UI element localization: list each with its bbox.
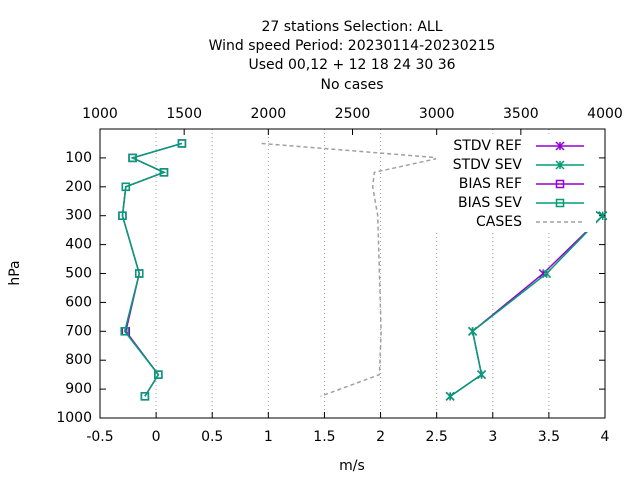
y-axis-label: hPa (7, 260, 23, 285)
y-tick-label: 800 (65, 352, 92, 368)
y-tick-label: 900 (65, 381, 92, 397)
x2-tick-label: 1500 (166, 106, 202, 122)
data-point (140, 392, 150, 401)
data-point (128, 153, 137, 163)
series-line (261, 142, 441, 398)
legend-bg (436, 213, 596, 232)
legend-marker (555, 141, 565, 151)
data-point (177, 139, 187, 148)
x-tick-label: 0.5 (201, 429, 223, 445)
x2-tick-label: 3000 (419, 106, 455, 122)
x-tick-label: 2.5 (426, 429, 448, 445)
legend-label: STDV REF (453, 138, 522, 154)
x-axis-label: m/s (339, 458, 365, 474)
x-tick-label: 4 (601, 429, 610, 445)
y-tick-label: 300 (65, 208, 92, 224)
x-tick-label: 3 (488, 429, 497, 445)
title-line: 27 stations Selection: ALL (261, 19, 442, 35)
legend-marker (555, 160, 565, 170)
plot-frame (99, 128, 606, 419)
data-point (154, 370, 163, 379)
data-point (477, 370, 487, 380)
title-line: Used 00,12 + 12 18 24 30 36 (248, 57, 455, 73)
legend-label: CASES (476, 214, 522, 230)
data-point (468, 326, 478, 336)
x2-tick-label: 1000 (82, 106, 118, 122)
y-tick-label: 600 (65, 294, 92, 310)
x2-tick-label: 3500 (503, 106, 539, 122)
x2-tick-label: 2000 (251, 106, 287, 122)
legend-marker (555, 198, 565, 208)
title-line: Wind speed Period: 20230114-20230215 (209, 38, 496, 54)
x-tick-label: -0.5 (86, 429, 113, 445)
legend-marker (555, 179, 565, 189)
x-tick-label: 0 (152, 429, 161, 445)
legend-label: BIAS REF (459, 176, 522, 192)
y-tick-label: 100 (65, 150, 92, 166)
x2-tick-label: 4000 (587, 106, 623, 122)
data-point (135, 269, 144, 278)
y-tick-label: 700 (65, 323, 92, 339)
y-tick-label: 1000 (56, 410, 92, 426)
data-point (121, 182, 131, 192)
data-point (120, 327, 129, 336)
series-line (121, 142, 183, 397)
x-tick-label: 1.5 (313, 429, 335, 445)
x-tick-label: 3.5 (538, 429, 560, 445)
legend-label: STDV SEV (453, 157, 523, 173)
data-point (542, 268, 552, 279)
x2-tick-label: 2500 (335, 106, 371, 122)
y-tick-label: 200 (65, 179, 92, 195)
x-tick-label: 2 (376, 429, 385, 445)
legend-bg (436, 156, 596, 175)
data-point (159, 168, 169, 177)
legend-label: BIAS SEV (458, 195, 522, 211)
data-point (445, 391, 455, 401)
data-point (118, 211, 127, 220)
title-line: No cases (321, 77, 384, 93)
y-tick-label: 500 (65, 266, 92, 282)
legend-bg (436, 137, 596, 156)
data-point (598, 211, 608, 221)
x-tick-label: 1 (264, 429, 273, 445)
y-tick-label: 400 (65, 237, 92, 253)
